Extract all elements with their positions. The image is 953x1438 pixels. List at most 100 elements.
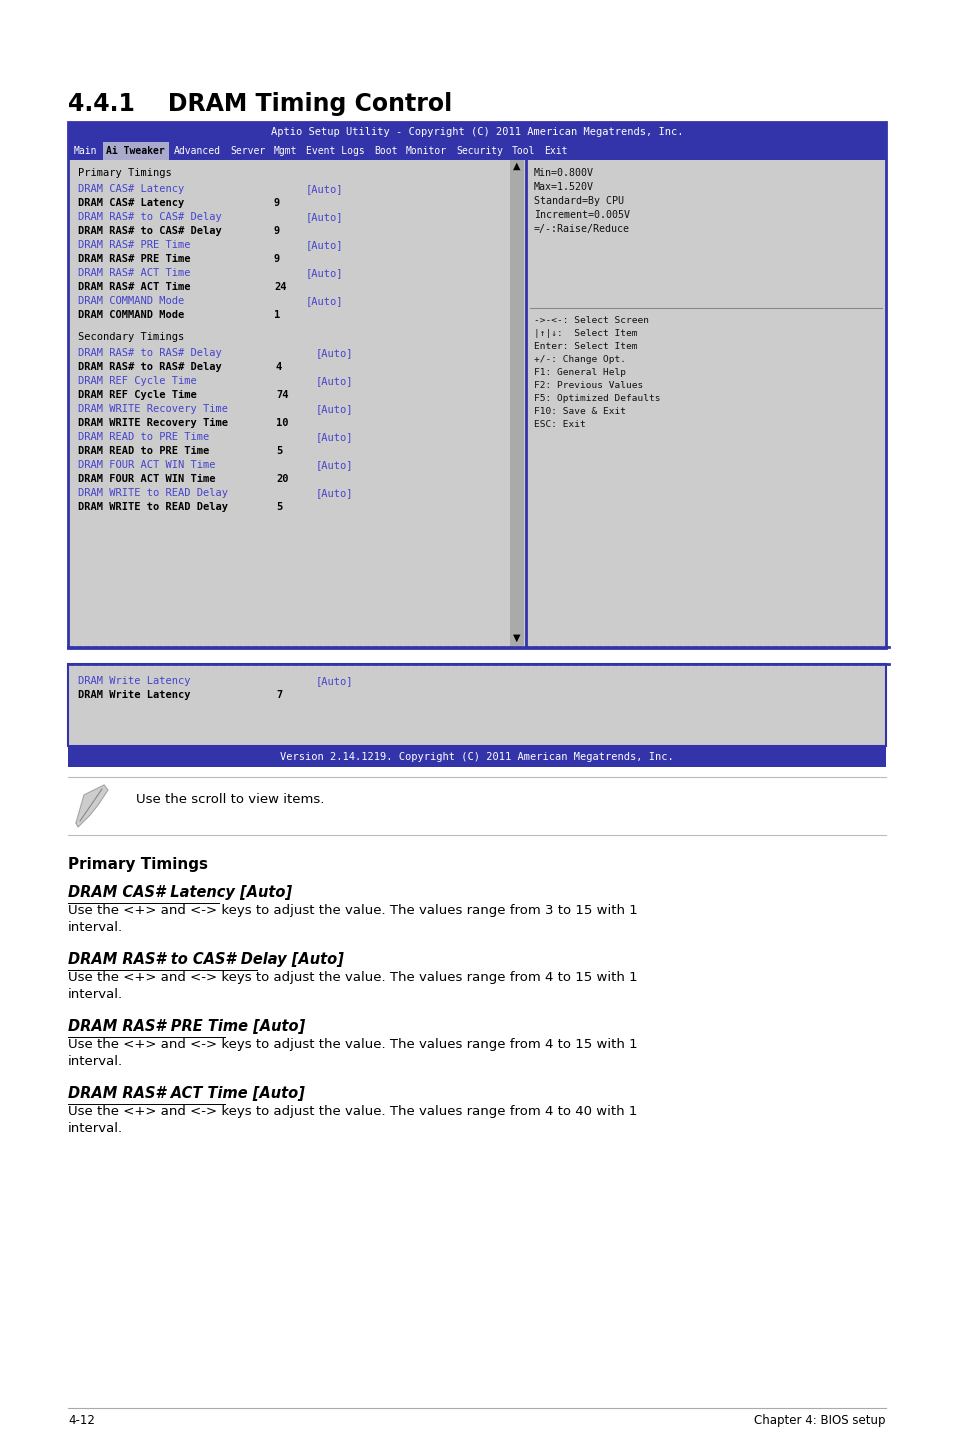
Text: Version 2.14.1219. Copyright (C) 2011 American Megatrends, Inc.: Version 2.14.1219. Copyright (C) 2011 Am…	[280, 752, 673, 762]
Text: 7: 7	[275, 690, 282, 700]
Text: DRAM Write Latency: DRAM Write Latency	[78, 676, 191, 686]
Text: Main: Main	[74, 147, 97, 155]
Text: Exit: Exit	[543, 147, 567, 155]
Text: Use the scroll to view items.: Use the scroll to view items.	[136, 792, 324, 807]
Text: DRAM WRITE Recovery Time: DRAM WRITE Recovery Time	[78, 404, 228, 414]
Text: Monitor: Monitor	[406, 147, 447, 155]
Text: Event Logs: Event Logs	[306, 147, 364, 155]
Text: [Auto]: [Auto]	[306, 296, 343, 306]
Text: 20: 20	[275, 475, 288, 485]
Text: interval.: interval.	[68, 1055, 123, 1068]
Text: DRAM RAS# PRE Time: DRAM RAS# PRE Time	[78, 255, 191, 265]
Bar	[68, 122, 885, 649]
Text: 9: 9	[274, 198, 280, 209]
Text: 4-12: 4-12	[68, 1414, 94, 1426]
Text: DRAM RAS# to CAS# Delay: DRAM RAS# to CAS# Delay	[78, 211, 221, 221]
Text: [Auto]: [Auto]	[306, 211, 343, 221]
Text: DRAM COMMAND Mode: DRAM COMMAND Mode	[78, 296, 184, 306]
Text: Server: Server	[230, 147, 265, 155]
Text: DRAM RAS# ACT Time: DRAM RAS# ACT Time	[78, 267, 191, 278]
Text: DRAM FOUR ACT WIN Time: DRAM FOUR ACT WIN Time	[78, 475, 215, 485]
Text: [Auto]: [Auto]	[315, 404, 354, 414]
Bar	[68, 746, 885, 766]
Text: DRAM READ to PRE Time: DRAM READ to PRE Time	[78, 446, 209, 456]
Bar	[68, 122, 885, 142]
Text: 10: 10	[275, 418, 288, 429]
Text: DRAM RAS# to RAS# Delay: DRAM RAS# to RAS# Delay	[78, 348, 221, 358]
Text: interval.: interval.	[68, 920, 123, 935]
Text: 9: 9	[274, 255, 280, 265]
Text: Max=1.520V: Max=1.520V	[534, 183, 594, 193]
Text: Standard=By CPU: Standard=By CPU	[534, 196, 623, 206]
Text: DRAM COMMAND Mode: DRAM COMMAND Mode	[78, 311, 184, 321]
Text: Primary Timings: Primary Timings	[68, 857, 208, 871]
Text: DRAM CAS# Latency: DRAM CAS# Latency	[78, 198, 184, 209]
Text: DRAM CAS# Latency: DRAM CAS# Latency	[78, 184, 184, 194]
Text: 74: 74	[275, 390, 288, 400]
Text: Increment=0.005V: Increment=0.005V	[534, 210, 629, 220]
Text: DRAM RAS# to RAS# Delay: DRAM RAS# to RAS# Delay	[78, 362, 221, 372]
Text: DRAM REF Cycle Time: DRAM REF Cycle Time	[78, 375, 196, 385]
Text: DRAM RAS# to CAS# Delay [Auto]: DRAM RAS# to CAS# Delay [Auto]	[68, 952, 343, 966]
Text: |↑|↓:  Select Item: |↑|↓: Select Item	[534, 329, 637, 338]
Text: DRAM Write Latency: DRAM Write Latency	[78, 690, 191, 700]
Text: Security: Security	[456, 147, 502, 155]
Text: ESC: Exit: ESC: Exit	[534, 420, 585, 429]
Text: 4: 4	[275, 362, 282, 372]
Text: [Auto]: [Auto]	[315, 460, 354, 470]
Text: [Auto]: [Auto]	[315, 487, 354, 498]
Text: DRAM RAS# ACT Time [Auto]: DRAM RAS# ACT Time [Auto]	[68, 1086, 304, 1102]
Bar	[68, 142, 885, 160]
Text: F2: Previous Values: F2: Previous Values	[534, 381, 642, 390]
Text: F10: Save & Exit: F10: Save & Exit	[534, 407, 625, 416]
Text: F1: General Help: F1: General Help	[534, 368, 625, 377]
Text: DRAM RAS# PRE Time: DRAM RAS# PRE Time	[78, 240, 191, 250]
Text: Ai Tweaker: Ai Tweaker	[106, 147, 165, 155]
Text: +/-: Change Opt.: +/-: Change Opt.	[534, 355, 625, 364]
Text: interval.: interval.	[68, 988, 123, 1001]
Bar	[103, 142, 169, 160]
Text: [Auto]: [Auto]	[315, 348, 354, 358]
Text: [Auto]: [Auto]	[306, 240, 343, 250]
Text: DRAM CAS# Latency [Auto]: DRAM CAS# Latency [Auto]	[68, 884, 292, 900]
Text: Use the <+> and <-> keys to adjust the value. The values range from 4 to 40 with: Use the <+> and <-> keys to adjust the v…	[68, 1104, 637, 1117]
Text: =/-:Raise/Reduce: =/-:Raise/Reduce	[534, 224, 629, 234]
Text: Mgmt: Mgmt	[274, 147, 297, 155]
Text: [Auto]: [Auto]	[315, 375, 354, 385]
Text: ▲: ▲	[513, 161, 520, 171]
Text: ▼: ▼	[513, 633, 520, 643]
Bar	[68, 664, 885, 746]
Text: DRAM WRITE to READ Delay: DRAM WRITE to READ Delay	[78, 502, 228, 512]
Text: 24: 24	[274, 282, 286, 292]
Text: DRAM RAS# to CAS# Delay: DRAM RAS# to CAS# Delay	[78, 226, 221, 236]
Text: Secondary Timings: Secondary Timings	[78, 332, 184, 342]
Text: Enter: Select Item: Enter: Select Item	[534, 342, 637, 351]
Text: DRAM FOUR ACT WIN Time: DRAM FOUR ACT WIN Time	[78, 460, 215, 470]
Text: DRAM WRITE to READ Delay: DRAM WRITE to READ Delay	[78, 487, 228, 498]
Text: 9: 9	[274, 226, 280, 236]
Text: Use the <+> and <-> keys to adjust the value. The values range from 4 to 15 with: Use the <+> and <-> keys to adjust the v…	[68, 1038, 637, 1051]
Text: Use the <+> and <-> keys to adjust the value. The values range from 4 to 15 with: Use the <+> and <-> keys to adjust the v…	[68, 971, 637, 984]
Text: DRAM READ to PRE Time: DRAM READ to PRE Time	[78, 431, 209, 441]
Text: interval.: interval.	[68, 1122, 123, 1135]
Text: [Auto]: [Auto]	[306, 184, 343, 194]
Text: ->-<-: Select Screen: ->-<-: Select Screen	[534, 316, 648, 325]
Text: Min=0.800V: Min=0.800V	[534, 168, 594, 178]
Text: [Auto]: [Auto]	[306, 267, 343, 278]
Text: DRAM REF Cycle Time: DRAM REF Cycle Time	[78, 390, 196, 400]
Text: DRAM WRITE Recovery Time: DRAM WRITE Recovery Time	[78, 418, 228, 429]
Polygon shape	[76, 785, 108, 827]
Text: [Auto]: [Auto]	[315, 676, 354, 686]
Bar	[510, 160, 523, 646]
Text: 5: 5	[275, 502, 282, 512]
Text: Chapter 4: BIOS setup: Chapter 4: BIOS setup	[754, 1414, 885, 1426]
Text: Advanced: Advanced	[173, 147, 221, 155]
Text: DRAM RAS# ACT Time: DRAM RAS# ACT Time	[78, 282, 191, 292]
Text: Primary Timings: Primary Timings	[78, 168, 172, 178]
Text: DRAM RAS# PRE Time [Auto]: DRAM RAS# PRE Time [Auto]	[68, 1020, 305, 1034]
Text: Aptio Setup Utility - Copyright (C) 2011 American Megatrends, Inc.: Aptio Setup Utility - Copyright (C) 2011…	[271, 127, 682, 137]
Text: Tool: Tool	[512, 147, 535, 155]
Text: Use the <+> and <-> keys to adjust the value. The values range from 3 to 15 with: Use the <+> and <-> keys to adjust the v…	[68, 905, 638, 917]
Text: F5: Optimized Defaults: F5: Optimized Defaults	[534, 394, 659, 403]
Text: 5: 5	[275, 446, 282, 456]
